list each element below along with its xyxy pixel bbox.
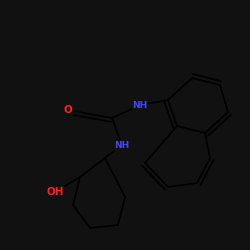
Text: NH: NH [114, 140, 130, 149]
Text: O: O [64, 105, 72, 115]
Text: OH: OH [46, 187, 64, 197]
Text: NH: NH [132, 100, 148, 110]
